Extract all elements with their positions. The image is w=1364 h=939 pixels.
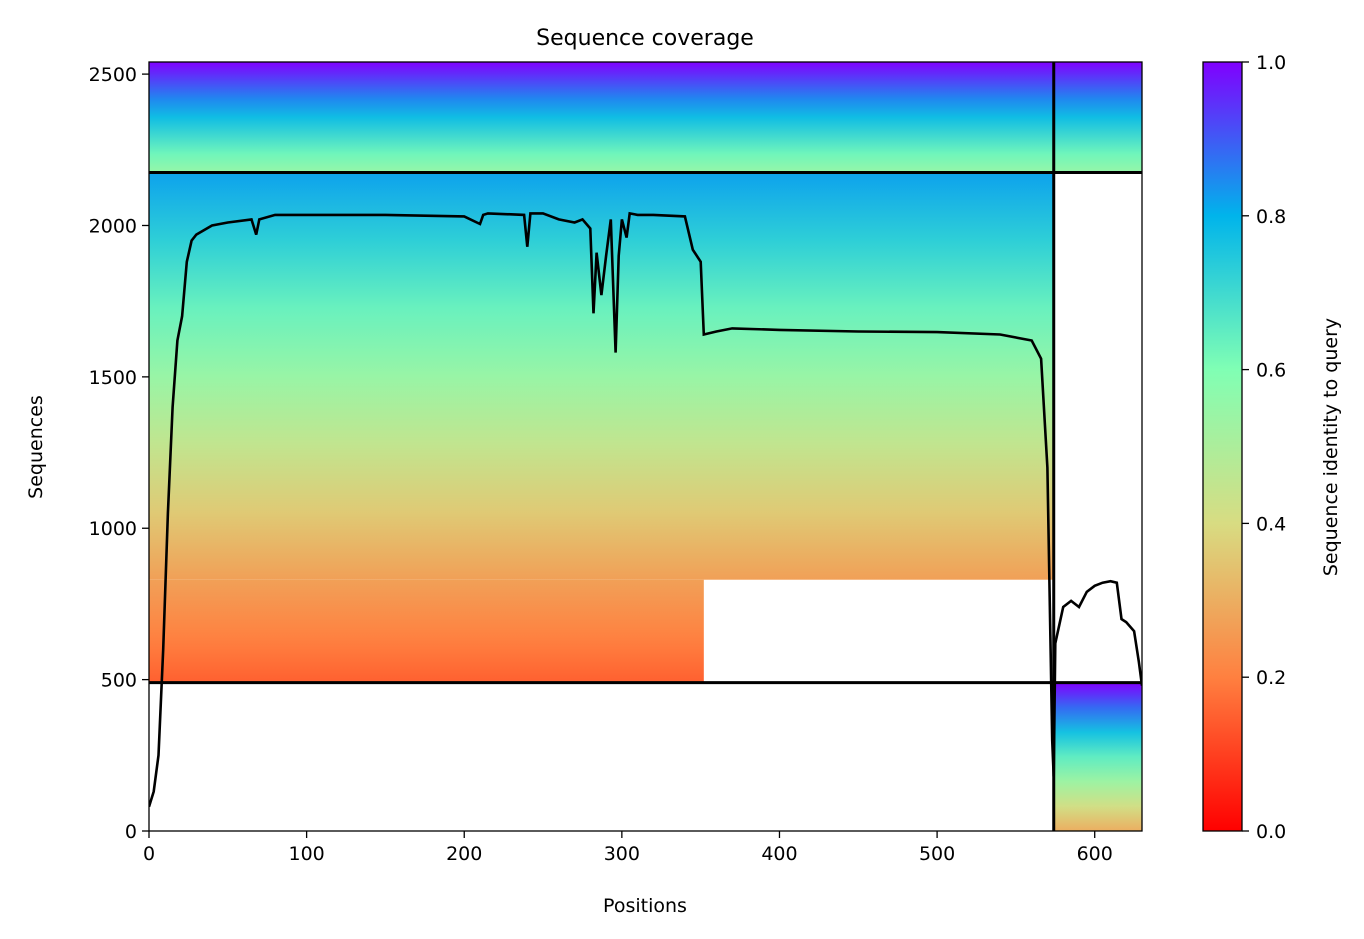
upper-right-block bbox=[1053, 62, 1142, 173]
colorbar-tick-label: 0.8 bbox=[1256, 206, 1286, 228]
y-axis-label: Sequences bbox=[25, 395, 47, 499]
x-tick-label: 400 bbox=[761, 843, 797, 865]
x-axis: 0 100 200 300 400 500 600 bbox=[143, 831, 1113, 865]
y-tick-label: 500 bbox=[101, 670, 137, 692]
x-tick-label: 500 bbox=[919, 843, 955, 865]
x-tick-label: 600 bbox=[1077, 843, 1113, 865]
main-block-partial bbox=[149, 579, 704, 683]
x-tick-label: 200 bbox=[446, 843, 482, 865]
x-tick-label: 300 bbox=[604, 843, 640, 865]
colorbar-tick-label: 0.6 bbox=[1256, 360, 1286, 382]
upper-block bbox=[149, 62, 1054, 173]
colorbar-tick-label: 0.2 bbox=[1256, 667, 1286, 689]
y-tick-label: 1000 bbox=[89, 518, 137, 540]
colorbar-tick-label: 1.0 bbox=[1256, 52, 1286, 74]
x-tick-label: 0 bbox=[143, 843, 155, 865]
coverage-line bbox=[149, 211, 1142, 808]
y-tick-label: 1500 bbox=[89, 367, 137, 389]
x-tick-label: 100 bbox=[288, 843, 324, 865]
colorbar-gradient bbox=[1202, 61, 1243, 832]
y-tick-label: 2000 bbox=[89, 215, 137, 237]
main-block-full bbox=[149, 172, 1054, 580]
plot-area bbox=[148, 61, 1143, 832]
x-axis-label: Positions bbox=[603, 895, 687, 917]
colorbar-tick-label: 0.4 bbox=[1256, 513, 1286, 535]
colorbar-label: Sequence identity to query bbox=[1320, 318, 1342, 576]
lower-right-block bbox=[1053, 682, 1142, 831]
y-tick-label: 0 bbox=[125, 821, 137, 843]
colorbar: 0.0 0.2 0.4 0.6 0.8 1.0 Sequence identity to … bbox=[1202, 52, 1342, 843]
y-axis: 0 500 1000 1500 2000 2500 bbox=[89, 64, 149, 843]
plot-frame bbox=[148, 61, 1143, 832]
y-tick-label: 2500 bbox=[89, 64, 137, 86]
colorbar-tick-label: 0.0 bbox=[1256, 821, 1286, 843]
chart-title: Sequence coverage bbox=[536, 26, 754, 51]
